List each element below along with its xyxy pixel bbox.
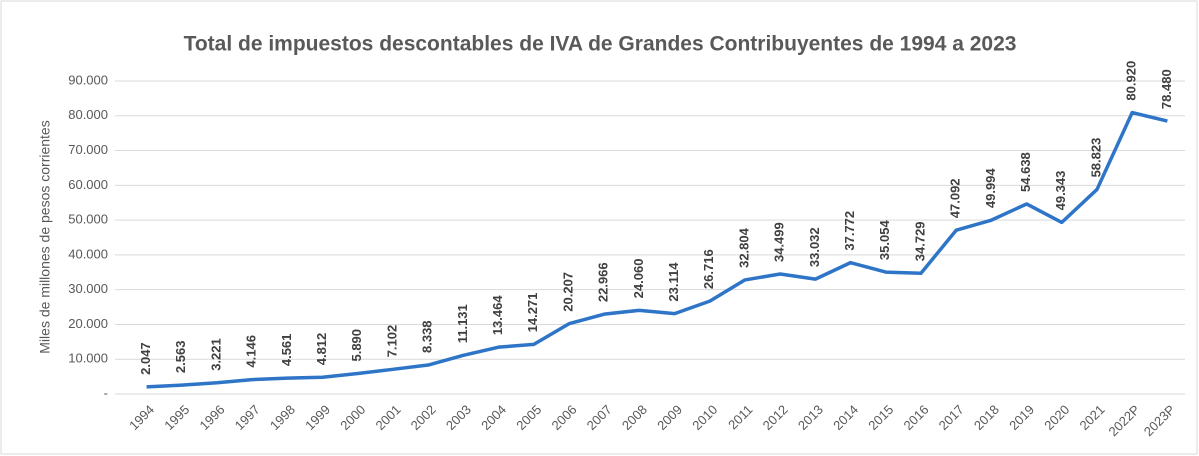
y-tick-label: 90.000 xyxy=(68,72,108,87)
y-tick-label: 20.000 xyxy=(68,316,108,331)
y-tick-label: 30.000 xyxy=(68,281,108,296)
data-label: 2.563 xyxy=(173,341,188,374)
data-label: 23.114 xyxy=(666,262,681,302)
data-label: 13.464 xyxy=(490,295,505,336)
data-label: 54.638 xyxy=(1018,152,1033,192)
data-label: 34.499 xyxy=(772,222,787,262)
chart-title: Total de impuestos descontables de IVA d… xyxy=(184,33,1017,56)
data-label: 8.338 xyxy=(420,320,435,353)
data-label: 35.054 xyxy=(877,220,892,261)
y-tick-label: 50.000 xyxy=(68,212,108,227)
y-tick-label: 40.000 xyxy=(68,246,108,261)
data-label: 26.716 xyxy=(701,249,716,289)
data-label: 47.092 xyxy=(948,178,963,218)
data-label: 4.812 xyxy=(314,333,329,366)
data-label: 58.823 xyxy=(1088,138,1103,178)
data-label: 34.729 xyxy=(912,221,927,261)
data-label: 14.271 xyxy=(525,293,540,333)
data-label: 24.060 xyxy=(631,259,646,299)
data-label: 3.221 xyxy=(208,338,223,371)
y-tick-label: 60.000 xyxy=(68,177,108,192)
data-label: 80.920 xyxy=(1124,61,1139,101)
y-axis-label: Miles de millones de pesos corrientes xyxy=(37,120,53,353)
y-tick-label: 70.000 xyxy=(68,142,108,157)
data-label: 2.047 xyxy=(138,342,153,375)
data-label: 49.343 xyxy=(1053,171,1068,211)
data-label: 37.772 xyxy=(842,211,857,251)
y-tick-label: 10.000 xyxy=(68,351,108,366)
data-label: 78.480 xyxy=(1159,69,1174,109)
data-label: 49.994 xyxy=(983,168,998,209)
data-label: 33.032 xyxy=(807,227,822,267)
data-label: 20.207 xyxy=(560,272,575,312)
data-label: 4.146 xyxy=(244,335,259,368)
data-label: 11.131 xyxy=(455,304,470,343)
y-tick-label: 80.000 xyxy=(68,107,108,122)
data-label: 5.890 xyxy=(349,329,364,362)
data-label: 32.804 xyxy=(736,227,751,268)
line xyxy=(146,110,1168,389)
y-tick-label: - xyxy=(104,385,108,400)
data-label: 4.561 xyxy=(279,334,294,367)
data-label: 22.966 xyxy=(596,262,611,302)
data-label: 7.102 xyxy=(384,325,399,358)
